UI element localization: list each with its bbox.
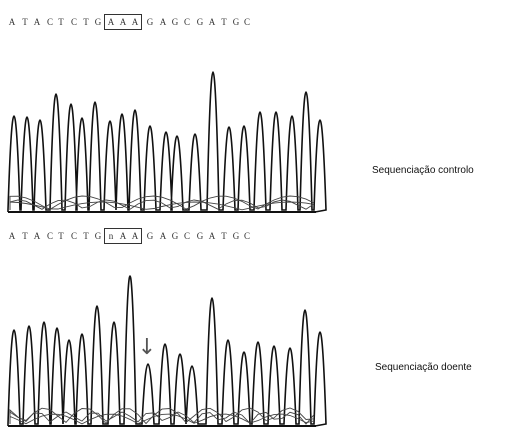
base-call: T <box>22 17 28 27</box>
base-call: T <box>22 231 28 241</box>
base-call: C <box>183 231 191 241</box>
base-call: A <box>131 231 139 241</box>
base-call: A <box>159 17 167 27</box>
base-call: G <box>94 231 102 241</box>
base-call: T <box>58 231 64 241</box>
chromatogram-trace <box>7 71 327 213</box>
base-call: C <box>70 17 78 27</box>
base-call: G <box>232 17 240 27</box>
base-call: G <box>171 231 179 241</box>
base-call: G <box>196 231 204 241</box>
base-call: T <box>83 231 89 241</box>
codon-highlight-box <box>104 14 142 30</box>
base-call: G <box>196 17 204 27</box>
base-call: A <box>131 17 139 27</box>
control-label: Sequenciação controlo <box>372 165 474 176</box>
secondary-trace <box>9 413 315 425</box>
secondary-trace <box>9 201 315 211</box>
base-call: C <box>243 17 251 27</box>
base-call: G <box>171 17 179 27</box>
base-call: T <box>221 17 227 27</box>
base-call: A <box>208 17 216 27</box>
base-call: A <box>107 17 115 27</box>
base-call: A <box>119 17 127 27</box>
base-call: T <box>58 17 64 27</box>
base-call: G <box>146 231 154 241</box>
base-call: T <box>221 231 227 241</box>
codon-highlight-box <box>104 228 142 244</box>
base-call: A <box>33 231 41 241</box>
base-call: C <box>243 231 251 241</box>
control-trace <box>7 71 327 213</box>
base-call: A <box>33 17 41 27</box>
base-call: C <box>70 231 78 241</box>
base-call: n <box>108 231 114 241</box>
base-call: G <box>94 17 102 27</box>
secondary-trace <box>9 195 315 210</box>
secondary-trace <box>9 199 315 210</box>
base-call: C <box>46 231 54 241</box>
base-call: C <box>183 17 191 27</box>
base-call: A <box>8 17 16 27</box>
base-call: A <box>8 231 16 241</box>
base-call: T <box>83 17 89 27</box>
secondary-trace <box>9 407 315 425</box>
patient-trace: ↓ <box>7 275 327 427</box>
base-call: A <box>159 231 167 241</box>
mutation-arrow-icon: ↓ <box>138 335 156 360</box>
base-call: G <box>146 17 154 27</box>
chromatogram-trace <box>7 275 327 427</box>
patient-label: Sequenciação doente <box>375 362 472 373</box>
base-call: C <box>46 17 54 27</box>
base-call: A <box>208 231 216 241</box>
base-call: G <box>232 231 240 241</box>
secondary-trace <box>9 411 315 425</box>
base-call: A <box>119 231 127 241</box>
